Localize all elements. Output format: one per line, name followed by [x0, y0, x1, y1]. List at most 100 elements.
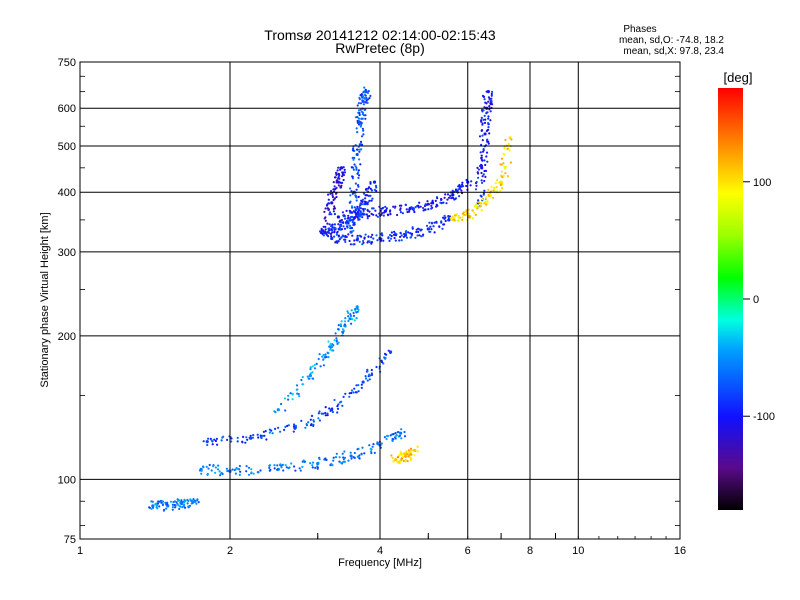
- scatter-dot: [341, 234, 344, 237]
- scatter-dot: [362, 91, 365, 94]
- scatter-dot: [316, 466, 319, 469]
- scatter-dot: [294, 424, 297, 427]
- scatter-dot: [446, 193, 450, 196]
- scatter-dot: [503, 165, 506, 169]
- scatter-dot: [348, 217, 352, 220]
- scatter-dot: [324, 356, 327, 359]
- scatter-dot: [480, 154, 483, 157]
- scatter-dot: [263, 434, 266, 437]
- scatter-dot: [488, 194, 491, 197]
- scatter-dot: [357, 207, 360, 210]
- scatter-dot: [330, 228, 333, 231]
- scatter-dot: [333, 205, 336, 208]
- scatter-dot: [343, 323, 347, 326]
- scatter-dot: [488, 97, 491, 100]
- scatter-dot: [301, 465, 304, 468]
- scatter-dot: [368, 210, 371, 213]
- scatter-dot: [478, 135, 482, 138]
- scatter-dot: [394, 435, 397, 438]
- scatter-dot: [484, 118, 487, 121]
- scatter-dot: [375, 214, 378, 217]
- data-point: [151, 504, 155, 508]
- scatter-dot: [287, 394, 290, 397]
- scatter-dot: [271, 432, 274, 435]
- scatter-dot: [425, 224, 429, 227]
- scatter-dot: [361, 127, 364, 130]
- scatter-dot: [380, 232, 383, 235]
- scatter-dot: [401, 455, 404, 459]
- scatter-dot: [373, 188, 376, 191]
- scatter-dot: [484, 175, 487, 178]
- scatter-dot: [336, 240, 339, 243]
- scatter-dot: [507, 142, 510, 146]
- scatter-dot: [324, 406, 327, 409]
- scatter-dot: [461, 216, 464, 219]
- chart-subtitle: RwPretec (8p): [335, 40, 424, 56]
- scatter-dot: [337, 184, 340, 187]
- scatter-dot: [372, 237, 375, 240]
- scatter-dot: [189, 499, 193, 502]
- scatter-dot: [353, 451, 356, 455]
- scatter-dot: [389, 233, 392, 237]
- scatter-dot: [342, 215, 345, 218]
- scatter-dot: [343, 227, 347, 230]
- scatter-dot: [327, 193, 330, 196]
- scatter-dot: [198, 469, 202, 472]
- scatter-dot: [469, 184, 472, 187]
- scatter-dot: [480, 119, 483, 122]
- scatter-dot: [155, 504, 159, 507]
- scatter-dot: [334, 241, 337, 244]
- scatter-dot: [363, 237, 366, 240]
- scatter-dot: [455, 213, 458, 216]
- scatter-dot: [268, 464, 271, 467]
- scatter-dot: [471, 209, 474, 212]
- scatter-dot: [345, 209, 348, 212]
- scatter-dot: [479, 204, 483, 207]
- scatter-dot: [348, 209, 351, 212]
- scatter-dot: [337, 328, 340, 331]
- scatter-dot: [341, 404, 344, 407]
- scatter-dot: [183, 498, 186, 501]
- scatter-dot: [430, 204, 433, 207]
- scatter-dot: [327, 235, 330, 238]
- scatter-dot: [355, 196, 358, 199]
- chart-title: Tromsø 20141212 02:14:00-02:15:43: [264, 27, 496, 43]
- scatter-dot: [500, 157, 504, 160]
- scatter-dot: [487, 128, 490, 131]
- scatter-dot: [350, 315, 353, 318]
- scatter-dot: [354, 309, 357, 312]
- scatter-dot: [226, 438, 229, 441]
- scatter-dot: [492, 196, 495, 199]
- scatter-dot: [336, 169, 339, 172]
- scatter-dot: [409, 458, 412, 462]
- scatter-dot: [322, 354, 325, 357]
- scatter-dot: [418, 234, 421, 237]
- scatter-dot: [465, 178, 468, 182]
- data-point: [483, 132, 487, 136]
- scatter-dot: [250, 472, 253, 475]
- scatter-dot: [428, 221, 431, 224]
- scatter-dot: [375, 186, 378, 189]
- stats-o-mode: mean, sd,O: -74.8, 18.2: [619, 35, 724, 46]
- scatter-dot: [485, 203, 488, 206]
- scatter-dot: [451, 196, 454, 199]
- scatter-dot: [298, 467, 301, 470]
- scatter-dot: [357, 212, 360, 215]
- scatter-dot: [325, 232, 328, 236]
- scatter-dot: [212, 464, 215, 467]
- scatter-dot: [399, 450, 402, 453]
- scatter-dot: [327, 352, 330, 355]
- scatter-dot: [353, 239, 356, 242]
- scatter-dot: [234, 472, 237, 475]
- scatter-dot: [341, 462, 344, 465]
- y-tick-label: 600: [58, 103, 76, 115]
- x-axis-title: Frequency [MHz]: [338, 557, 422, 569]
- scatter-dot: [328, 213, 331, 216]
- scatter-dot: [362, 95, 365, 98]
- scatter-dot: [324, 225, 327, 228]
- scatter-dot: [365, 96, 368, 100]
- scatter-dot: [207, 467, 210, 470]
- scatter-dot: [359, 214, 362, 217]
- scatter-dot: [355, 188, 358, 191]
- scatter-dot: [482, 193, 485, 196]
